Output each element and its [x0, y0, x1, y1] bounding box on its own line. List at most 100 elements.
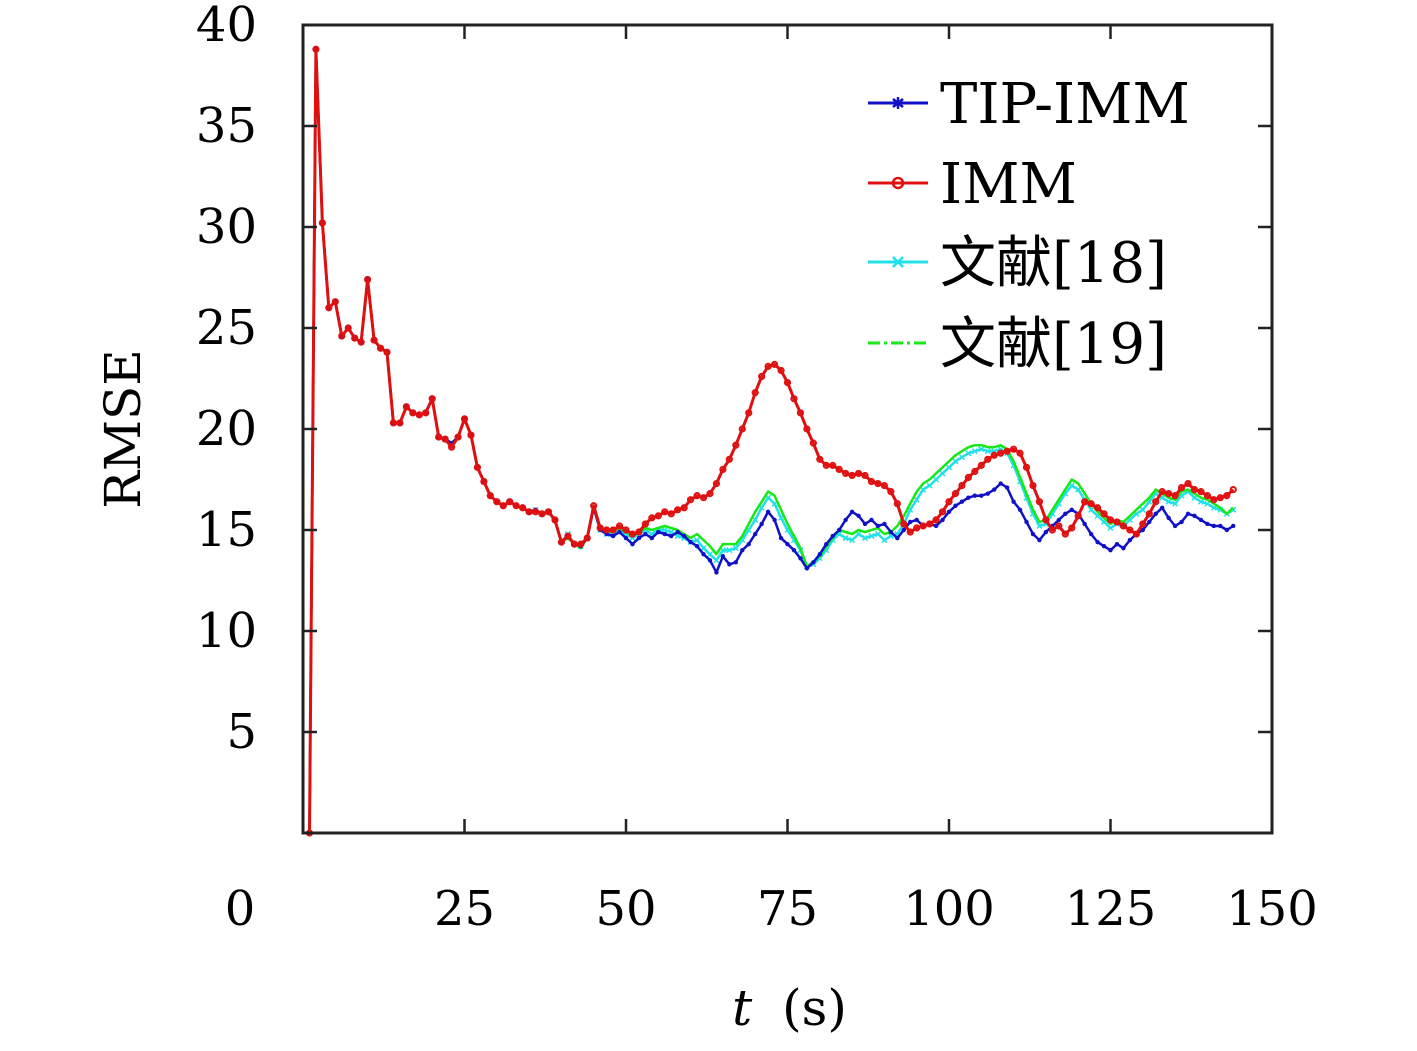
- data-point: [862, 521, 868, 527]
- data-point: [1166, 515, 1171, 521]
- data-point: [1145, 510, 1153, 518]
- data-point: [843, 517, 848, 523]
- data-point: [409, 409, 417, 417]
- data-point: [1017, 507, 1023, 512]
- y-tick-label: 5: [226, 704, 257, 760]
- x-axis-label-variable: t: [732, 979, 753, 1037]
- data-point: [617, 529, 622, 535]
- data-point: [675, 529, 680, 535]
- data-point: [1198, 517, 1204, 523]
- data-point: [331, 298, 339, 306]
- data-point: [908, 519, 913, 525]
- data-point: [978, 446, 985, 453]
- data-point: [933, 523, 939, 529]
- data-point: [1030, 531, 1036, 537]
- data-point: [1095, 539, 1100, 545]
- data-point: [1197, 488, 1205, 496]
- data-point: [460, 415, 469, 423]
- data-point: [499, 502, 507, 510]
- data-point: [376, 344, 385, 352]
- data-point: [732, 441, 740, 449]
- data-point: [1171, 492, 1179, 500]
- data-point: [1088, 531, 1094, 537]
- y-tick-label: 25: [196, 300, 257, 356]
- data-point: [700, 545, 707, 552]
- data-point: [1158, 488, 1166, 496]
- data-point: [959, 499, 965, 504]
- data-point: [790, 395, 798, 403]
- data-point: [1113, 518, 1121, 526]
- data-point: [1011, 499, 1016, 504]
- data-point: [1216, 494, 1224, 502]
- data-point: [1140, 527, 1146, 533]
- data-point: [719, 465, 727, 473]
- data-point: [1069, 507, 1074, 512]
- data-point: [759, 521, 764, 527]
- data-point: [1165, 490, 1173, 498]
- data-point: [1024, 519, 1029, 525]
- x-tick-label: 125: [1065, 881, 1157, 937]
- data-point: [693, 492, 701, 500]
- data-point: [688, 539, 693, 545]
- legend-marker: [892, 97, 904, 109]
- data-point: [570, 540, 578, 548]
- data-point: [1147, 519, 1152, 525]
- data-point: [817, 552, 822, 557]
- data-point: [669, 533, 674, 539]
- series-1: [305, 45, 1237, 837]
- data-point: [809, 439, 817, 447]
- data-point: [694, 543, 700, 549]
- data-point: [1107, 524, 1114, 532]
- data-point: [318, 219, 326, 227]
- data-point: [803, 425, 811, 433]
- data-point: [681, 533, 687, 539]
- data-point: [945, 498, 953, 506]
- axis-ticks: [303, 23, 1274, 833]
- data-point: [1100, 510, 1108, 518]
- data-point: [1106, 516, 1115, 524]
- data-point: [952, 458, 959, 465]
- data-point: [816, 455, 824, 463]
- data-point: [1185, 511, 1191, 517]
- data-point: [765, 509, 771, 515]
- data-point: [1190, 486, 1199, 494]
- data-point: [842, 469, 850, 478]
- data-point: [713, 557, 720, 564]
- x-tick-label: 50: [595, 881, 656, 937]
- data-point: [1042, 516, 1050, 524]
- data-point: [344, 324, 352, 332]
- data-point: [835, 465, 843, 473]
- data-point: [1224, 527, 1229, 533]
- legend-entry: 文献[18]: [868, 231, 1167, 296]
- data-point: [829, 461, 837, 469]
- data-point: [1172, 500, 1179, 507]
- data-point: [707, 558, 713, 563]
- data-point: [984, 455, 992, 463]
- y-axis-label: RMSE: [94, 349, 152, 509]
- data-point: [849, 537, 856, 544]
- data-point: [888, 529, 894, 535]
- x-tick-label: 100: [903, 881, 995, 937]
- data-point: [506, 498, 514, 506]
- data-point: [635, 528, 643, 536]
- data-point: [603, 526, 611, 534]
- data-point: [454, 433, 462, 441]
- data-point: [667, 510, 675, 518]
- data-point: [1114, 541, 1120, 547]
- data-point: [577, 540, 585, 548]
- x-tick-label: 75: [757, 881, 818, 937]
- data-point: [758, 372, 766, 381]
- legend-label: 文献[19]: [940, 312, 1167, 377]
- data-point: [712, 479, 721, 488]
- x-tick-label: 150: [1226, 881, 1318, 937]
- data-point: [738, 425, 746, 433]
- data-point: [467, 431, 475, 439]
- data-point: [622, 526, 630, 534]
- data-point: [895, 535, 900, 541]
- data-point: [699, 494, 708, 502]
- data-point: [1210, 496, 1218, 504]
- plot-frame: [301, 23, 1274, 835]
- data-point: [1061, 530, 1069, 538]
- data-point: [791, 548, 797, 553]
- data-point: [1211, 523, 1217, 529]
